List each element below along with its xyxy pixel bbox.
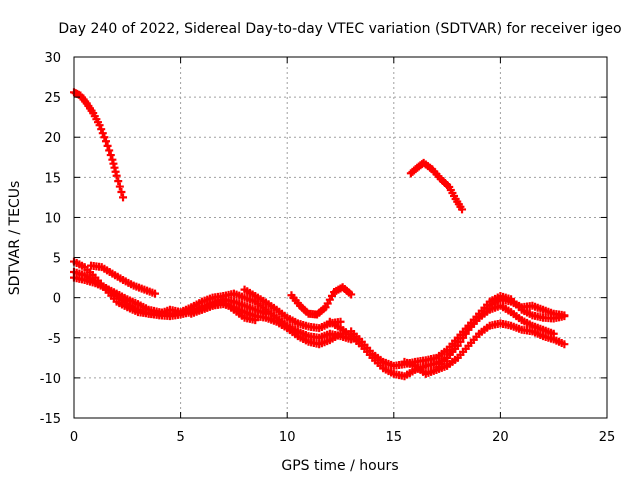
- y-tick-label: 25: [44, 91, 61, 106]
- data-point: [560, 312, 569, 321]
- series-arc-d: [87, 261, 160, 298]
- data-point: [560, 340, 569, 349]
- y-tick-label: 10: [44, 211, 61, 226]
- y-tick-label: -10: [40, 372, 61, 387]
- data-point: [105, 146, 114, 155]
- series-arc-h: [347, 292, 569, 370]
- data-point: [112, 171, 121, 180]
- data-point: [101, 137, 110, 146]
- y-tick-label: 30: [44, 51, 61, 66]
- data-point: [458, 205, 467, 214]
- data-point: [549, 329, 558, 338]
- data-points: [70, 88, 569, 381]
- chart-title: Day 240 of 2022, Sidereal Day-to-day VTE…: [58, 21, 621, 37]
- data-point: [251, 316, 260, 325]
- series-arc-f: [240, 285, 345, 333]
- x-tick-label: 20: [492, 430, 509, 445]
- data-point: [347, 290, 356, 299]
- x-tick-label: 25: [599, 430, 616, 445]
- series-arc-c: [70, 273, 270, 318]
- data-point: [97, 125, 106, 134]
- y-tick-label: -15: [40, 412, 61, 427]
- x-axis-label: GPS time / hours: [281, 458, 398, 474]
- data-point: [100, 133, 109, 142]
- series-arc-e: [187, 297, 260, 325]
- data-point: [443, 353, 452, 362]
- grid: [74, 57, 607, 418]
- y-tick-label: -5: [48, 332, 61, 347]
- data-point: [151, 289, 160, 298]
- plot-frame: [73, 56, 608, 419]
- data-point: [261, 309, 270, 318]
- series-arc-high-1: [70, 88, 128, 202]
- data-point: [95, 121, 104, 130]
- x-tick-label: 5: [176, 430, 184, 445]
- data-point: [103, 141, 112, 150]
- data-point: [445, 349, 454, 358]
- y-tick-label: 20: [44, 131, 61, 146]
- x-tick-label: 15: [386, 430, 403, 445]
- data-point: [98, 129, 107, 138]
- data-point: [448, 345, 457, 354]
- y-tick-label: 0: [53, 292, 61, 307]
- data-point: [451, 341, 460, 350]
- x-tick-label: 0: [70, 430, 78, 445]
- series-arc-mid: [287, 283, 356, 319]
- data-point: [119, 193, 128, 202]
- series-arc-j: [432, 301, 558, 374]
- data-point: [106, 151, 115, 160]
- data-point: [114, 177, 123, 186]
- axis-ticks: 0 5 10 15 20 25 -15 -10 -5 0 5 10 15 20 25 30: [40, 51, 616, 445]
- data-point: [117, 187, 126, 196]
- data-point: [115, 182, 124, 191]
- y-axis-label: SDTVAR / TECUs: [7, 181, 23, 296]
- x-tick-label: 10: [279, 430, 296, 445]
- y-tick-label: 5: [53, 252, 61, 267]
- y-tick-label: 15: [44, 171, 61, 186]
- series-arc-high-2: [406, 158, 467, 214]
